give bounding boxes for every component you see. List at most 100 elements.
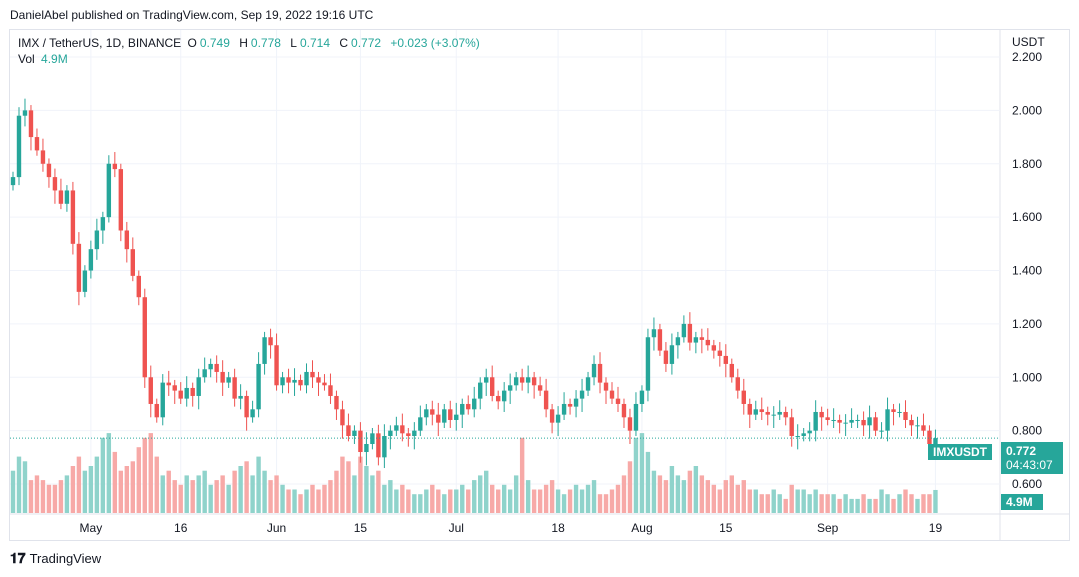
volume-bar: [328, 480, 333, 513]
candle-body: [615, 398, 621, 404]
candle-body: [807, 430, 812, 434]
candle-body: [699, 337, 705, 340]
candle-body: [591, 363, 597, 378]
volume-bar: [358, 456, 363, 513]
candle-body: [154, 403, 159, 418]
volume-bar: [789, 484, 794, 513]
x-tick-label: Aug: [631, 521, 652, 535]
volume-bar: [430, 484, 435, 513]
candle-body: [130, 249, 135, 276]
volume-bar: [621, 475, 627, 513]
volume-bar: [549, 480, 555, 513]
candle-body: [208, 363, 213, 370]
volume-bar: [400, 484, 405, 513]
volume-bar: [879, 489, 884, 513]
candle-body: [735, 377, 740, 391]
candle-body: [94, 230, 100, 250]
candle-body: [436, 414, 441, 423]
x-tick-label: Jul: [449, 521, 464, 535]
candle-body: [621, 403, 627, 418]
volume-bar: [759, 494, 764, 513]
close-value: 0.772: [351, 36, 382, 50]
volume-bar: [70, 466, 76, 513]
candle-body: [88, 249, 94, 271]
candle-body: [40, 150, 46, 164]
candle-body: [412, 430, 417, 436]
candle-body: [196, 377, 201, 396]
volume-bar: [346, 461, 351, 513]
volume-bar: [118, 470, 124, 513]
volume-bar: [148, 433, 153, 513]
candle-body: [118, 169, 124, 231]
volume-bar: [537, 489, 543, 513]
candle-body: [873, 417, 878, 431]
candle-body: [226, 377, 231, 383]
candle-body: [58, 190, 64, 204]
volume-tag: 4.9M: [1001, 494, 1043, 510]
y-tick-label: 0.800: [1012, 424, 1042, 438]
candle-body: [220, 371, 225, 383]
candle-body: [741, 390, 746, 404]
volume-bar: [675, 475, 681, 513]
volume-bar: [286, 489, 291, 513]
candle-body: [256, 363, 261, 410]
candle-body: [142, 297, 147, 378]
volume-bar: [190, 480, 195, 513]
candle-body: [663, 350, 669, 364]
y-tick-label: 2.000: [1012, 103, 1042, 117]
candle-body: [346, 425, 351, 436]
volume-bar: [891, 498, 896, 513]
last-price: 0.772: [1006, 444, 1037, 458]
candle-body: [382, 435, 387, 458]
candle-body: [777, 411, 782, 415]
candle-body: [460, 403, 465, 415]
volume-bar: [573, 484, 579, 513]
candle-body: [567, 403, 573, 407]
candle-body: [100, 217, 106, 231]
volume-bar: [861, 494, 866, 513]
volume-bar: [909, 494, 914, 513]
candle-body: [507, 385, 513, 391]
chart-legend: IMX / TetherUS, 1D, BINANCE O 0.749 H 0.77…: [18, 35, 483, 67]
volume-bar: [645, 451, 651, 513]
volume-bar: [741, 480, 746, 513]
volume-bar: [609, 489, 615, 513]
volume-bar: [585, 484, 591, 513]
candle-body: [286, 377, 291, 383]
volume-bar: [825, 494, 830, 513]
volume-bar: [777, 494, 782, 513]
candle-body: [609, 390, 615, 399]
axis-currency: USDT: [1012, 35, 1045, 49]
tradingview-logo[interactable]: 𝟏𝟕 TradingView: [10, 550, 101, 567]
volume-bar: [681, 480, 687, 513]
volume-bar: [927, 494, 932, 513]
volume-bar: [519, 437, 525, 513]
candle-body: [651, 329, 657, 338]
candle-body: [795, 435, 800, 437]
candle-body: [280, 377, 285, 386]
volume-bar: [525, 480, 531, 513]
candle-body: [837, 419, 842, 423]
volume-bar: [244, 461, 249, 513]
candle-body: [849, 419, 854, 423]
volume-bar: [40, 480, 46, 513]
volume-bar: [316, 489, 321, 513]
volume-bar: [501, 484, 507, 513]
candle-body: [214, 363, 219, 372]
volume-bar: [837, 498, 842, 513]
candle-body: [136, 275, 141, 298]
volume-bar: [603, 494, 609, 513]
candle-body: [495, 395, 501, 402]
candle-body: [897, 411, 902, 413]
open-label: O: [187, 36, 197, 50]
volume-bar: [178, 484, 183, 513]
candle-body: [304, 371, 309, 386]
candle-body: [915, 425, 920, 427]
volume-bar: [693, 466, 699, 513]
volume-bar: [669, 466, 675, 513]
volume-bar: [220, 475, 225, 513]
volume-bar: [388, 480, 393, 513]
volume-bar: [226, 484, 231, 513]
volume-bar: [466, 489, 471, 513]
